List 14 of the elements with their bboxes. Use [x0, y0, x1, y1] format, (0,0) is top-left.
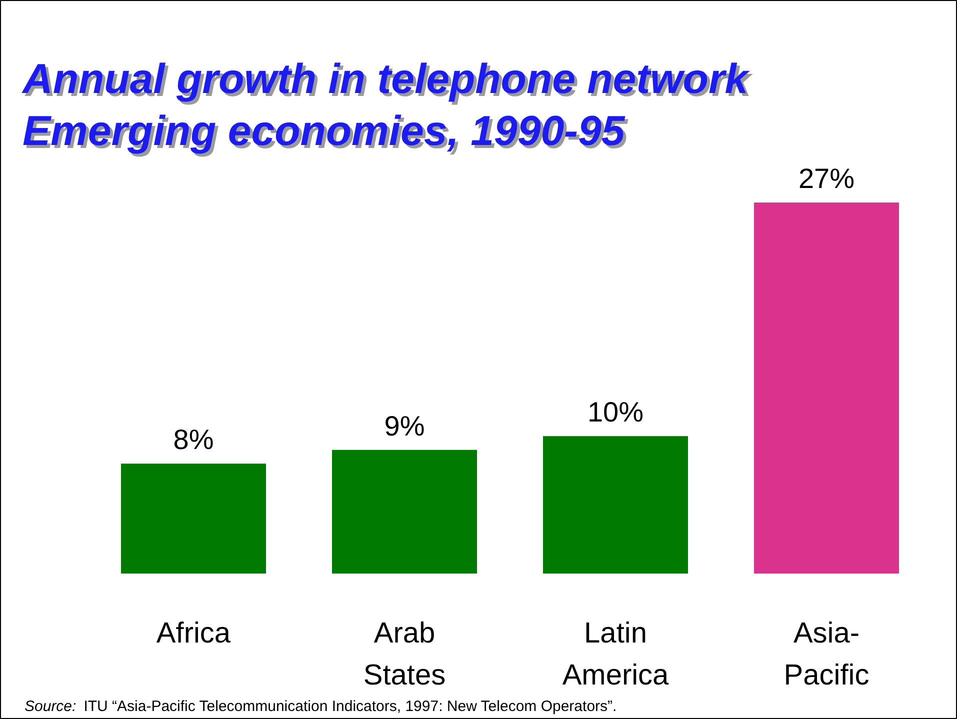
data-label: 10%: [587, 396, 644, 428]
bar: [121, 464, 266, 574]
x-tick-label: Africa: [156, 618, 232, 650]
data-label: 8%: [173, 424, 214, 456]
bar: [754, 202, 899, 574]
bar: [543, 436, 688, 574]
data-label: 9%: [384, 410, 425, 442]
chart-title: Annual growth in telephone network Emerging economies, 1990-95: [22, 55, 751, 157]
data-label: 27%: [798, 163, 855, 194]
x-tick-label: Arab States: [363, 618, 446, 692]
bar: [332, 450, 477, 574]
x-tick-label: Asia-Pacific: [784, 618, 870, 692]
x-tick-label: Latin America: [562, 618, 670, 692]
source-note: Source: ITU “Asia-Pacific Telecommunication Indicators, 1997: New Telecom Operators”.: [24, 698, 617, 715]
